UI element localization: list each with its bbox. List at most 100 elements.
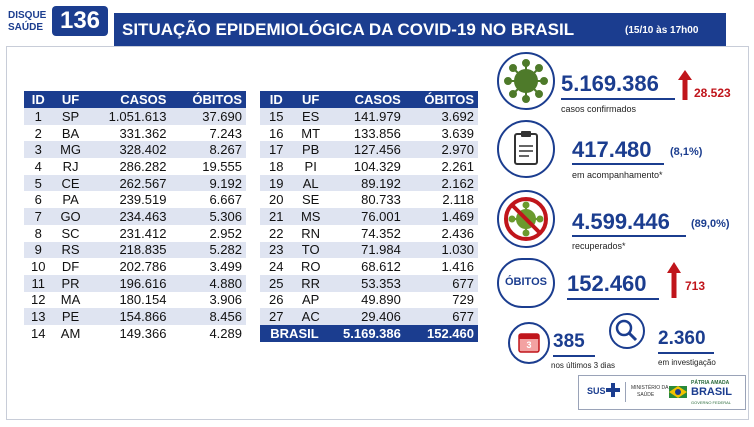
cell-uf: RN xyxy=(292,224,329,242)
table-row: 16 MT 133.856 3.639 xyxy=(260,124,478,142)
cell-obitos: 5.282 xyxy=(170,241,246,259)
brasil-flag-icon xyxy=(669,386,687,398)
cell-obitos: 729 xyxy=(404,291,478,309)
cell-uf: MG xyxy=(52,141,89,159)
ultimos-value: 385 xyxy=(553,331,585,352)
cell-casos: 1.051.613 xyxy=(88,108,171,125)
cell-uf: RS xyxy=(52,241,89,259)
disque-number: 136 xyxy=(52,6,108,36)
table-row: 9 RS 218.835 5.282 xyxy=(24,241,246,259)
cell-casos: 218.835 xyxy=(88,241,171,259)
cell-uf: CE xyxy=(52,174,89,192)
cell-obitos: 37.690 xyxy=(170,108,246,125)
table-row: 14 AM 149.366 4.289 xyxy=(24,324,246,342)
table-row: 26 AP 49.890 729 xyxy=(260,291,478,309)
cell-obitos: 3.639 xyxy=(404,124,478,142)
cell-uf: BA xyxy=(52,124,89,142)
gov-line2: BRASIL xyxy=(691,386,732,398)
total-casos: 5.169.386 xyxy=(328,324,405,342)
cell-casos: 239.519 xyxy=(88,191,171,209)
cell-casos: 196.616 xyxy=(88,274,171,292)
table-row: 17 PB 127.456 2.970 xyxy=(260,141,478,159)
cell-obitos: 9.192 xyxy=(170,174,246,192)
cell-casos: 104.329 xyxy=(328,158,405,175)
table-row: 3 MG 328.402 8.267 xyxy=(24,141,246,159)
cell-casos: 74.352 xyxy=(328,224,405,242)
cell-obitos: 4.289 xyxy=(170,324,246,342)
acompanhamento-label: em acompanhamento* xyxy=(572,170,663,180)
table-row: 11 PR 196.616 4.880 xyxy=(24,274,246,292)
calendar-icon: 3 xyxy=(508,322,550,364)
recuperados-underline xyxy=(572,235,686,237)
table-row: 23 TO 71.984 1.030 xyxy=(260,241,478,259)
cell-casos: 331.362 xyxy=(88,124,171,142)
investigacao-underline xyxy=(658,352,714,354)
cell-uf: GO xyxy=(52,208,89,225)
investigacao-value: 2.360 xyxy=(658,328,706,349)
cell-id: 11 xyxy=(24,274,53,292)
col-id-header: ID xyxy=(24,91,53,108)
cell-casos: 286.282 xyxy=(88,158,171,175)
cell-casos: 141.979 xyxy=(328,108,405,125)
arrow-up-icon xyxy=(678,70,692,100)
cell-casos: 127.456 xyxy=(328,141,405,159)
cell-id: 15 xyxy=(260,108,293,125)
cell-obitos: 5.306 xyxy=(170,208,246,225)
table-row: 5 CE 262.567 9.192 xyxy=(24,174,246,192)
cell-uf: PI xyxy=(292,158,329,175)
table-header-row: ID UF CASOS ÓBITOS xyxy=(24,91,246,108)
cell-id: 20 xyxy=(260,191,293,209)
acompanhamento-pct: (8,1%) xyxy=(670,146,703,158)
cell-obitos: 2.952 xyxy=(170,224,246,242)
cell-id: 7 xyxy=(24,208,53,225)
col-obitos-header: ÓBITOS xyxy=(404,91,478,108)
cell-id: 18 xyxy=(260,158,293,175)
cell-uf: SP xyxy=(52,108,89,125)
cell-casos: 133.856 xyxy=(328,124,405,142)
cell-casos: 80.733 xyxy=(328,191,405,209)
cell-id: 25 xyxy=(260,274,293,292)
cell-obitos: 8.267 xyxy=(170,141,246,159)
cell-obitos: 2.162 xyxy=(404,174,478,192)
disque-line2: SAÚDE xyxy=(8,22,44,33)
table-row: 15 ES 141.979 3.692 xyxy=(260,108,478,125)
cell-id: 24 xyxy=(260,258,293,275)
footer-divider xyxy=(625,382,626,402)
confirmed-underline xyxy=(561,98,675,100)
cell-casos: 180.154 xyxy=(88,291,171,309)
cell-casos: 149.366 xyxy=(88,324,171,342)
cell-casos: 49.890 xyxy=(328,291,405,309)
cell-obitos: 1.469 xyxy=(404,208,478,225)
cell-obitos: 677 xyxy=(404,274,478,292)
table-row: 2 BA 331.362 7.243 xyxy=(24,124,246,142)
cell-id: 8 xyxy=(24,224,53,242)
cell-id: 12 xyxy=(24,291,53,309)
footer-logos: SUS MINISTÉRIO DA SAÚDE PÁTRIA AMADA BRA… xyxy=(578,375,746,410)
title-bar: SITUAÇÃO EPIDEMIOLÓGICA DA COVID-19 NO B… xyxy=(114,13,726,47)
table-header-row: ID UF CASOS ÓBITOS xyxy=(260,91,478,108)
cell-casos: 234.463 xyxy=(88,208,171,225)
cell-id: 16 xyxy=(260,124,293,142)
cell-obitos: 2.261 xyxy=(404,158,478,175)
cell-id: 6 xyxy=(24,191,53,209)
col-uf-header: UF xyxy=(292,91,329,108)
recuperados-value: 4.599.446 xyxy=(572,209,670,234)
cell-id: 4 xyxy=(24,158,53,175)
cell-casos: 53.353 xyxy=(328,274,405,292)
cell-uf: PA xyxy=(52,191,89,209)
cell-id: 19 xyxy=(260,174,293,192)
ministerio-line2: SAÚDE xyxy=(637,392,655,398)
table-row: 1 SP 1.051.613 37.690 xyxy=(24,108,246,125)
ultimos-label: nos últimos 3 dias xyxy=(551,361,616,370)
obitos-badge-label: ÓBITOS xyxy=(505,276,547,288)
cell-uf: RO xyxy=(292,258,329,275)
col-uf-header: UF xyxy=(52,91,89,108)
total-label: BRASIL xyxy=(260,324,329,342)
cell-uf: DF xyxy=(52,258,89,275)
acompanhamento-underline xyxy=(572,163,664,165)
cell-casos: 231.412 xyxy=(88,224,171,242)
virus-icon xyxy=(497,52,555,110)
cell-obitos: 19.555 xyxy=(170,158,246,175)
total-obitos: 152.460 xyxy=(404,324,478,342)
cell-id: 23 xyxy=(260,241,293,259)
